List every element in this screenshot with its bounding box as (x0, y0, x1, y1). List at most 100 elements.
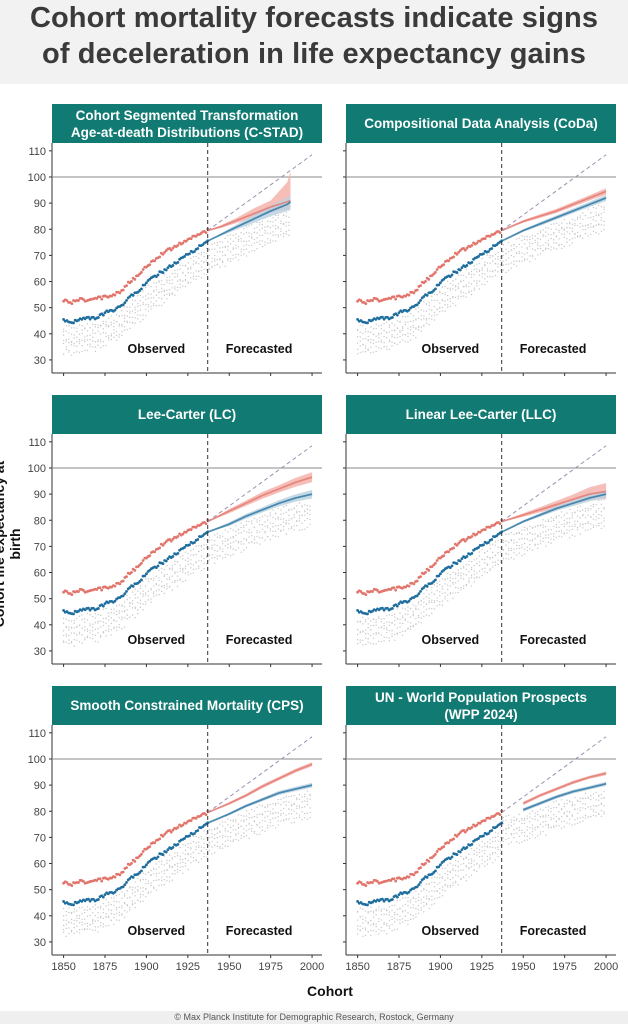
other-country-point (473, 280, 475, 282)
other-country-point (293, 514, 295, 516)
other-country-point (206, 563, 208, 565)
male-observed-point (366, 903, 369, 907)
other-country-point (129, 909, 131, 911)
other-country-point (425, 589, 428, 591)
other-country-point (123, 329, 126, 331)
other-country-point (359, 639, 361, 641)
female-observed-point (194, 234, 198, 238)
other-country-point (121, 897, 123, 900)
other-country-point (227, 835, 229, 838)
other-country-point (142, 890, 144, 892)
other-country-point (534, 815, 536, 817)
other-country-point (160, 567, 163, 570)
other-country-point (494, 269, 497, 272)
other-country-point (447, 577, 449, 580)
other-country-point (147, 891, 150, 893)
male-observed-point (386, 897, 389, 901)
other-country-point (396, 343, 399, 346)
other-country-point (198, 836, 200, 838)
other-country-point (582, 225, 584, 227)
other-country-point (367, 626, 369, 629)
female-observed-point (163, 250, 167, 254)
other-country-point (391, 930, 393, 932)
other-country-point (195, 262, 197, 264)
other-country-point (513, 248, 515, 250)
female-observed-point (488, 816, 492, 820)
other-country-point (391, 923, 393, 926)
other-country-point (401, 630, 404, 633)
male-observed-point (206, 239, 210, 243)
other-country-point (192, 572, 195, 574)
other-country-point (592, 808, 595, 811)
other-country-point (213, 260, 216, 262)
other-country-point (280, 234, 282, 236)
other-country-point (359, 641, 361, 644)
other-country-point (216, 845, 219, 848)
other-country-point (489, 254, 491, 257)
female-observed-point (181, 823, 185, 827)
other-country-point (401, 315, 404, 318)
other-country-point (529, 525, 531, 528)
other-country-point (84, 617, 86, 620)
other-country-point (367, 921, 369, 923)
other-country-point (526, 546, 528, 548)
other-country-point (129, 602, 131, 605)
other-country-point (439, 310, 441, 313)
other-country-point (436, 309, 438, 311)
other-country-point (568, 508, 571, 511)
other-country-point (78, 932, 81, 934)
other-country-point (309, 807, 311, 809)
other-country-point (123, 601, 126, 603)
other-country-point (447, 572, 449, 574)
other-country-point (470, 847, 473, 850)
other-country-point (168, 568, 171, 570)
other-country-point (529, 236, 531, 238)
other-country-point (356, 342, 359, 344)
other-country-point (489, 544, 491, 546)
other-country-point (137, 310, 139, 312)
other-country-point (298, 517, 301, 519)
other-country-point (441, 578, 444, 580)
female-observed-point (141, 850, 145, 853)
other-country-point (78, 907, 81, 909)
other-country-point (182, 872, 184, 875)
other-country-point (86, 612, 89, 614)
other-country-point (110, 912, 113, 915)
other-country-point (518, 835, 520, 838)
other-country-point (393, 633, 396, 636)
other-country-point (579, 226, 581, 228)
other-country-point (571, 815, 573, 817)
other-country-point (452, 297, 454, 299)
other-country-point (155, 300, 158, 302)
other-country-point (293, 516, 295, 518)
other-country-point (542, 815, 544, 817)
other-country-point (431, 881, 433, 884)
other-country-point (198, 852, 200, 855)
other-country-point (473, 559, 475, 561)
other-country-point (415, 327, 417, 329)
other-country-point (560, 523, 563, 526)
other-country-point (76, 633, 78, 636)
other-country-point (462, 286, 465, 288)
male-observed-point (103, 311, 107, 315)
other-country-point (213, 544, 216, 546)
other-country-point (166, 564, 168, 567)
other-country-point (415, 913, 417, 915)
other-country-point (478, 280, 481, 282)
other-country-point (176, 275, 179, 278)
other-country-point (460, 290, 462, 292)
other-country-point (282, 512, 285, 515)
other-country-point (179, 579, 181, 581)
other-country-point (388, 925, 391, 927)
other-country-point (304, 504, 306, 506)
other-country-point (121, 618, 123, 621)
other-country-point (566, 226, 568, 229)
other-country-point (468, 581, 470, 583)
other-country-point (248, 837, 250, 839)
other-country-point (259, 221, 261, 224)
other-country-point (568, 227, 571, 229)
other-country-point (219, 836, 221, 838)
other-country-point (102, 911, 105, 914)
other-country-point (163, 575, 166, 578)
other-country-point (187, 268, 189, 270)
